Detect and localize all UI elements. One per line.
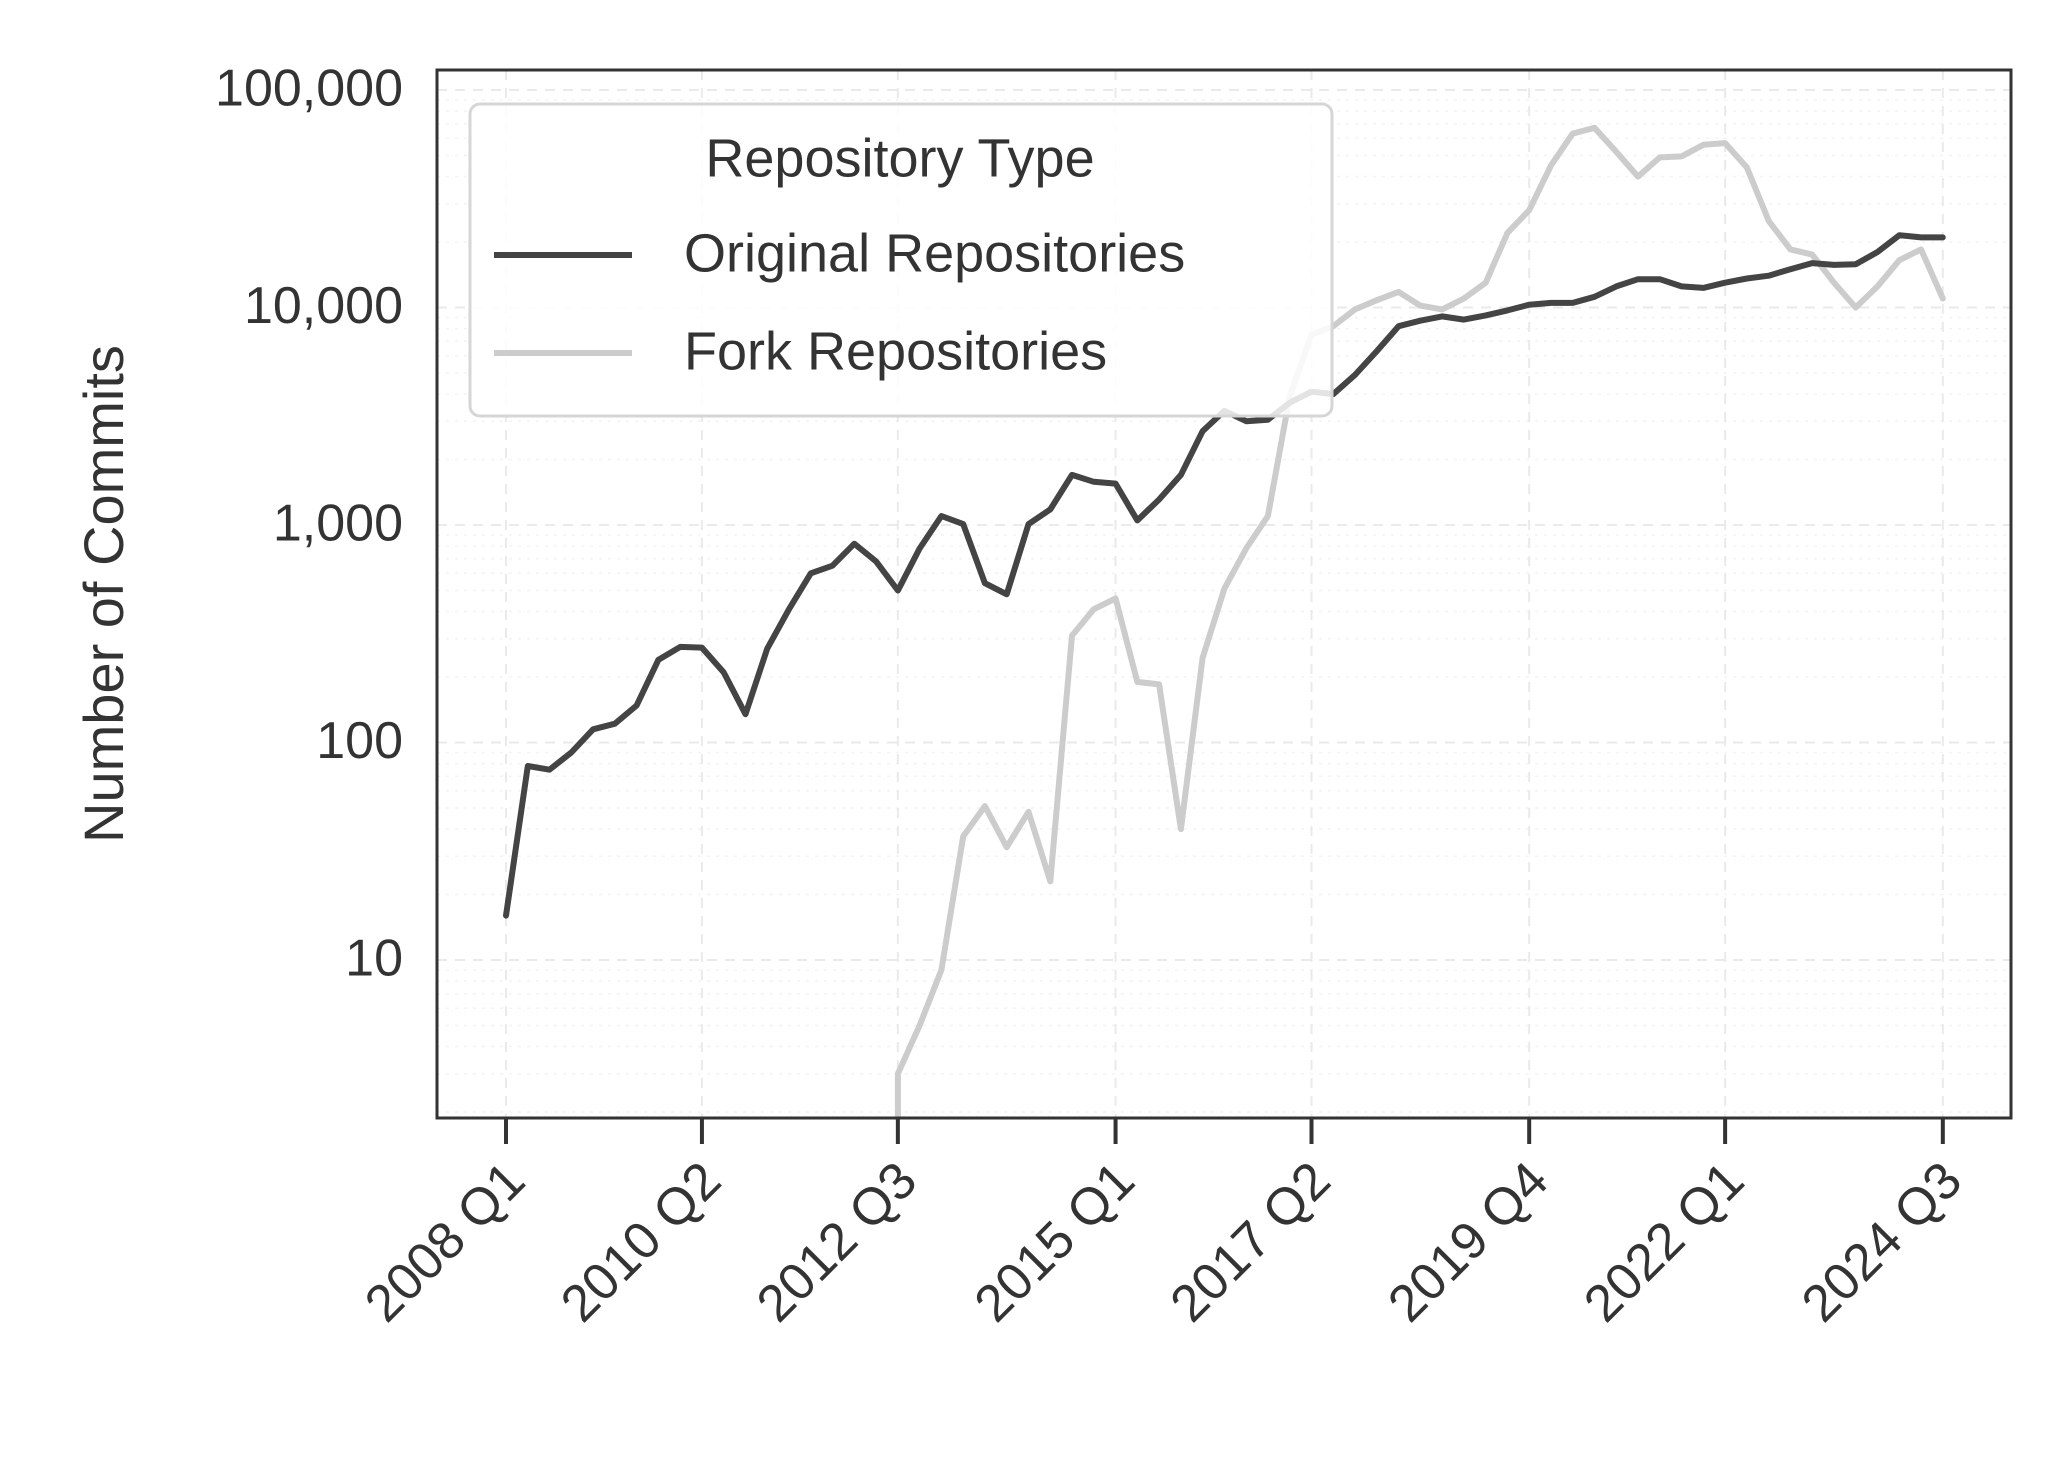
y-tick-label: 100: [316, 712, 403, 770]
y-axis-title: Number of Commits: [72, 345, 135, 843]
x-tick-label: 2015 Q1: [964, 1151, 1146, 1333]
y-tick-label: 1,000: [273, 495, 403, 553]
x-tick-label: 2012 Q3: [746, 1151, 928, 1333]
x-tick-label: 2010 Q2: [550, 1151, 732, 1333]
y-tick-label: 100,000: [215, 60, 403, 118]
x-tick-label: 2022 Q1: [1573, 1151, 1755, 1333]
x-axis: 2008 Q1 2010 Q2 2012 Q3 2015 Q1 2017 Q2 2019 …: [354, 1118, 1973, 1333]
y-tick-label: 10,000: [244, 277, 403, 335]
series-line-fork: [894, 124, 1946, 1121]
x-tick-label: 2017 Q2: [1160, 1151, 1342, 1333]
legend-label-fork: Fork Repositories: [684, 321, 1107, 381]
plot-frame: [435, 68, 2013, 1120]
legend: Repository Type Original Repositories Fo…: [468, 102, 1334, 418]
x-tick-label: 2008 Q1: [354, 1151, 536, 1333]
legend-label-original: Original Repositories: [684, 223, 1185, 283]
x-tick-label: 2024 Q3: [1791, 1151, 1973, 1333]
x-tick-label: 2019 Q4: [1377, 1151, 1559, 1333]
y-tick-label: 10: [345, 930, 403, 988]
y-axis: 100,000 10,000 1,000 100 10: [215, 60, 403, 988]
legend-title: Repository Type: [705, 128, 1094, 188]
legend-box: [468, 102, 1334, 418]
